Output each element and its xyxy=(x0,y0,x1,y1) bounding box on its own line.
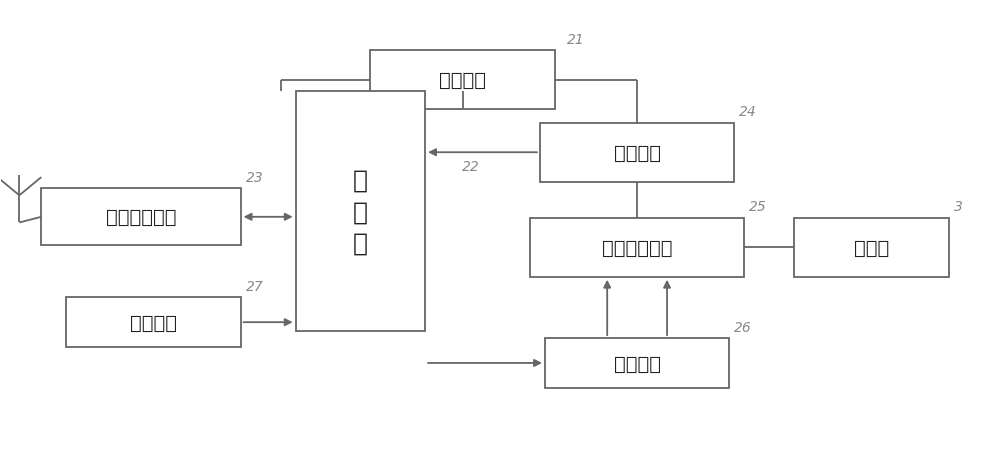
Bar xyxy=(66,298,241,347)
Bar xyxy=(530,218,744,277)
Text: 26: 26 xyxy=(734,320,752,334)
Bar xyxy=(794,218,949,277)
Text: 22: 22 xyxy=(462,159,480,173)
Text: 电极转换电路: 电极转换电路 xyxy=(602,238,672,258)
Text: 单
片
机: 单 片 机 xyxy=(353,168,368,255)
Bar xyxy=(370,51,555,110)
Text: 25: 25 xyxy=(749,200,767,214)
Text: 24: 24 xyxy=(739,105,757,119)
Text: 采样电路: 采样电路 xyxy=(614,143,661,162)
Text: 液位计: 液位计 xyxy=(854,238,889,258)
Bar xyxy=(540,123,734,182)
Bar xyxy=(545,339,729,388)
Text: 驱动电路: 驱动电路 xyxy=(614,354,661,373)
Text: 电源电路: 电源电路 xyxy=(439,71,486,90)
Bar xyxy=(296,92,425,332)
Bar xyxy=(41,189,241,246)
Text: 21: 21 xyxy=(567,33,585,46)
Text: 无线传输模块: 无线传输模块 xyxy=(106,208,176,227)
Text: 23: 23 xyxy=(246,171,263,185)
Text: 唤醒电路: 唤醒电路 xyxy=(130,313,177,332)
Text: 3: 3 xyxy=(954,200,963,214)
Text: 27: 27 xyxy=(246,279,263,293)
